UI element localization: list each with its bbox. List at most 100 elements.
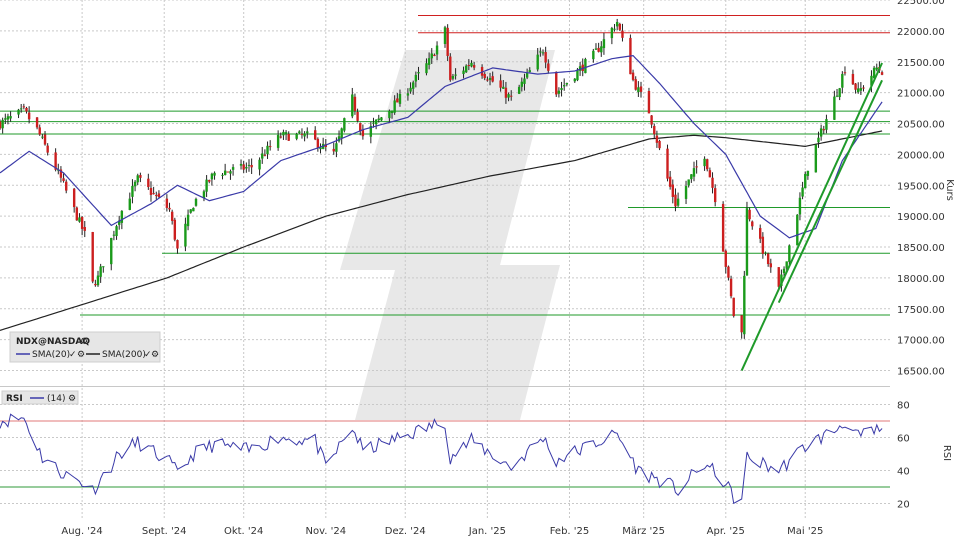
legend-sma200-check-icon[interactable]: ✓ (144, 350, 152, 360)
candle-body (276, 134, 280, 148)
candle-body (711, 177, 714, 188)
candle-body (517, 86, 521, 94)
sma20-path (0, 54, 883, 239)
candle-body (412, 82, 415, 89)
y-tick-label: 19500.00 (897, 181, 945, 192)
candle-body (258, 159, 261, 170)
sma200-line (0, 130, 883, 331)
candle-body (751, 221, 754, 227)
candle-body (467, 65, 471, 67)
legend-sma200-gear-icon[interactable]: ⚙ (151, 350, 159, 360)
candle-body (192, 207, 195, 212)
candle-body (578, 66, 582, 71)
candle-body (319, 147, 322, 150)
y-tick-label: 22000.00 (897, 27, 945, 38)
candle-body (287, 133, 290, 141)
candle-body (295, 133, 298, 139)
legend-sma200-label: SMA(200) (102, 350, 146, 360)
candle-body (41, 136, 44, 138)
candle-body (875, 67, 878, 70)
candle-body (398, 93, 402, 104)
candle-body (594, 48, 598, 50)
legend-symbol-gear-icon[interactable]: ⚙ (80, 337, 88, 347)
candle-body (684, 186, 688, 199)
candle-body (576, 69, 579, 81)
candle-body (510, 95, 513, 97)
candle-body (833, 96, 836, 120)
candle-body (75, 207, 79, 221)
candle-body (687, 179, 690, 186)
candle-body (565, 82, 569, 85)
candle-body (102, 266, 105, 268)
legend-sma20-gear-icon[interactable]: ⚙ (77, 350, 85, 360)
candle-body (525, 72, 529, 78)
candle-body (880, 72, 884, 75)
candle-body (369, 125, 373, 137)
rsi-path (0, 413, 883, 505)
rsi-legend-period: (14) (47, 394, 65, 404)
x-tick-label: Nov. '24 (306, 526, 347, 537)
candle-body (9, 116, 12, 119)
candle-body (78, 217, 81, 222)
candle-body (298, 131, 301, 133)
candle-body (676, 198, 680, 206)
candle-body (430, 53, 433, 59)
candle-body (19, 108, 23, 110)
rsi-legend: RSI (14) ⚙ (1, 390, 79, 405)
candle-body (83, 227, 86, 231)
candle-body (120, 210, 124, 223)
candle-body (115, 226, 118, 237)
candle-body (480, 66, 484, 76)
candle-body (600, 46, 603, 53)
candle-body (838, 88, 841, 98)
candle-body (488, 77, 492, 80)
legend-sma20-check-icon[interactable]: ✓ (69, 350, 77, 360)
candle-body (857, 88, 860, 93)
candle-body (414, 74, 418, 82)
candle-body (788, 245, 791, 262)
candle-body (340, 128, 343, 138)
sma200-path (0, 130, 883, 331)
candle-body (637, 87, 640, 93)
candle-body (872, 67, 876, 79)
candle-body (825, 119, 828, 130)
y-tick-label: 20500.00 (897, 120, 945, 131)
candle-body (25, 107, 28, 112)
candle-body (732, 297, 735, 317)
candle-body (843, 72, 847, 74)
candle-body (499, 80, 502, 88)
rsi-axis-title: RSI (941, 445, 952, 461)
candle-body (655, 135, 659, 143)
candle-body (205, 179, 208, 192)
candle-body (814, 144, 818, 173)
rsi-legend-gear-icon[interactable]: ⚙ (68, 394, 76, 404)
candle-body (584, 59, 587, 74)
legend-symbol: NDX@NASDAQ (16, 337, 90, 347)
candle-body (390, 110, 394, 114)
candle-body (388, 110, 391, 119)
candle-body (6, 116, 10, 120)
candle-body (38, 127, 41, 135)
x-tick-label: Dez. '24 (385, 526, 426, 537)
candle-body (483, 73, 486, 79)
candle-body (165, 198, 169, 208)
x-tick-label: Jan. '25 (468, 526, 506, 537)
candle-body (536, 54, 539, 70)
candle-body (335, 143, 338, 152)
candle-body (859, 88, 863, 91)
candle-body (393, 100, 396, 113)
candle-body (149, 188, 153, 195)
candle-body (573, 78, 576, 82)
sma20-line (0, 54, 883, 239)
x-tick-label: Apr. '25 (707, 526, 745, 537)
candle-body (674, 194, 677, 207)
candle-body (59, 169, 63, 178)
rsi-y-tick-label: 40 (897, 467, 910, 478)
rsi-y-tick-label: 80 (897, 401, 910, 412)
candle-body (266, 145, 269, 155)
y-tick-label: 18000.00 (897, 274, 945, 285)
candle-body (801, 187, 804, 197)
candle-body (435, 45, 439, 55)
x-tick-label: Mai '25 (787, 526, 823, 537)
watermark-logo (340, 50, 560, 420)
